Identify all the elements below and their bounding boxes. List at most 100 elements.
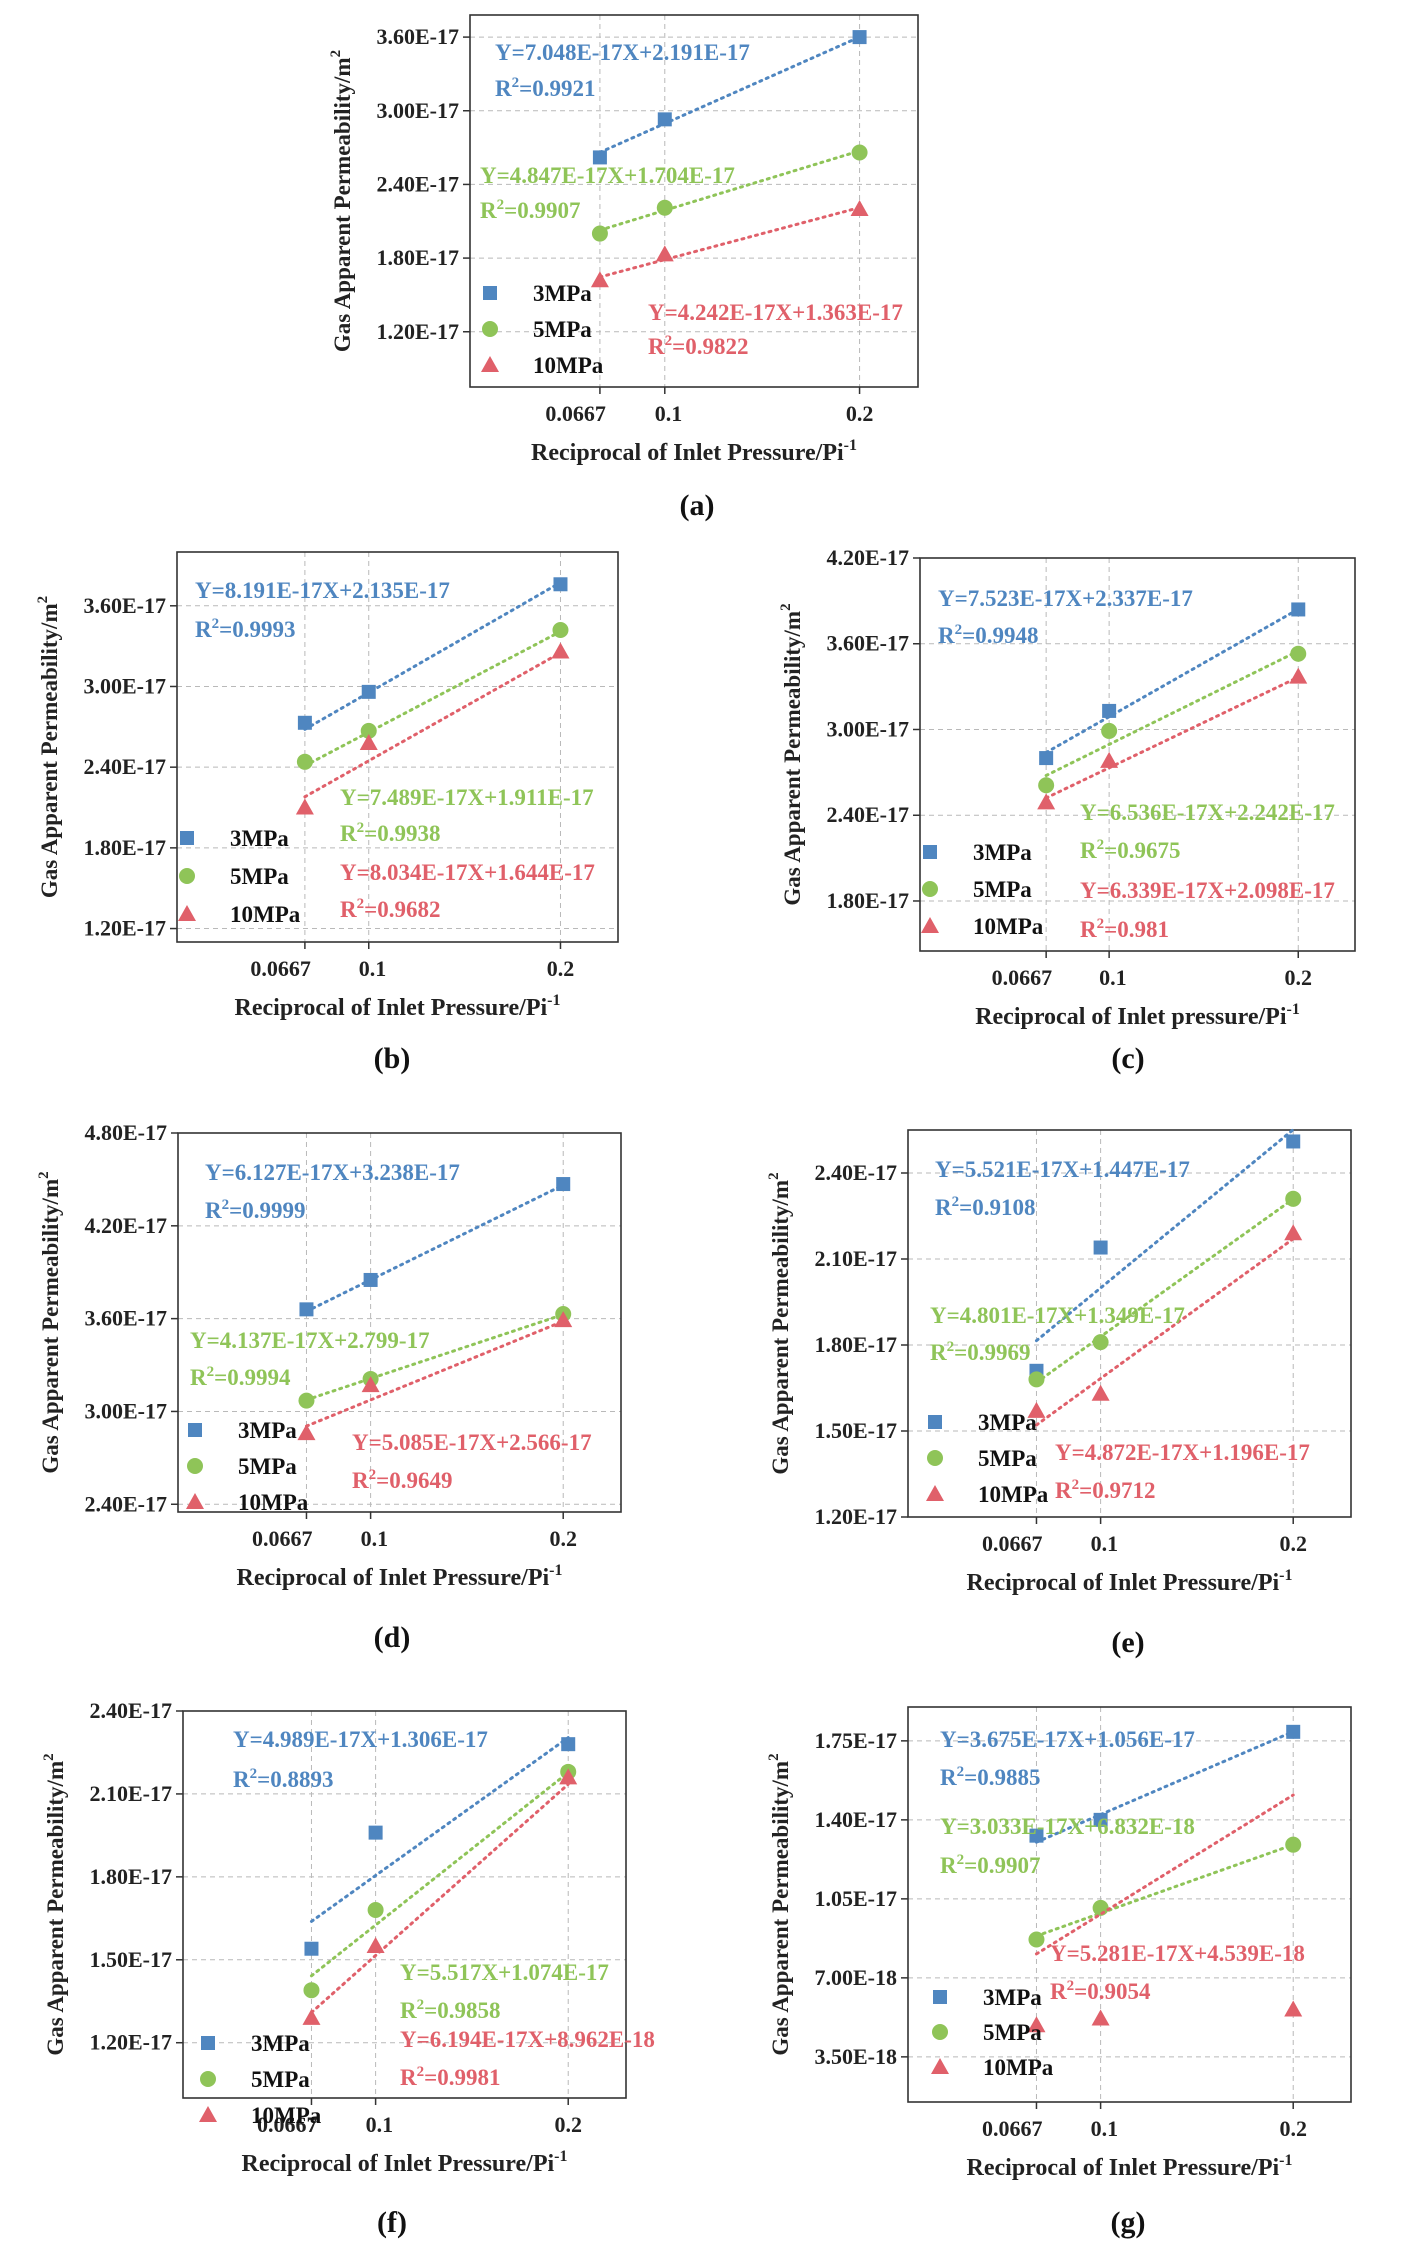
legend-label-3mpa: 3MPa [251,2031,310,2056]
fit-equation-5mpa: Y=4.801E-17X+1.349E-17 [930,1303,1185,1328]
y-tick-label: 1.05E-17 [815,1886,898,1911]
y-axis-label-text: Gas Apparent Permeability/m [768,1180,793,1475]
y-tick-label: 1.20E-17 [815,1504,898,1529]
chart-panel-d: 2.40E-17 3.00E-17 3.60E-17 4.20E-17 4.80E-17… [36,1120,622,1654]
y-tick-label: 4.20E-17 [85,1213,168,1238]
legend-marker-5mpa [179,868,195,884]
data-point-10mpa [559,1768,578,1785]
data-point-5mpa [296,753,313,770]
data-point-3mpa [592,150,607,165]
legend-marker-3mpa [923,845,937,859]
data-point-3mpa [1286,1724,1301,1739]
fit-r2-5mpa: R2=0.9907 [480,197,580,223]
fit-r2-10mpa: R2=0.9981 [400,2064,500,2090]
x-tick-label: 0.0667 [992,965,1053,990]
fit-line-5mpa [303,630,562,768]
legend-label-5mpa: 5MPa [983,2020,1042,2045]
legend-marker-3mpa [933,1990,947,2004]
fit-equation-5mpa: Y=4.137E-17X+2.799-17 [190,1328,430,1353]
y-tick-label: 1.80E-17 [827,888,910,913]
panel-label: (b) [374,1042,411,1075]
x-axis-label-text: Reciprocal of Inlet Pressure/Pi [235,995,548,1021]
y-axis-label-text: Gas Apparent Permeability/m [780,611,805,906]
x-axis-label: Reciprocal of Inlet Pressure/Pi-1 [237,1562,563,1591]
y-tick-label: 2.40E-17 [377,171,460,196]
legend-label-5mpa: 5MPa [251,2067,310,2092]
x-tick-label: 0.2 [554,2112,582,2137]
x-axis-label: Reciprocal of Inlet Pressure/Pi-1 [967,1567,1293,1596]
x-axis-label-sup: -1 [1286,1001,1299,1018]
x-axis-label-sup: -1 [554,2148,567,2165]
data-point-10mpa [1091,1384,1110,1401]
y-axis-label-text: Gas Apparent Permeability/m [38,1179,63,1474]
legend-marker-3mpa [180,831,194,845]
y-axis-label-text: Gas Apparent Permeability/m [37,603,62,898]
data-point-5mpa [591,225,608,242]
x-tick-label: 0.2 [547,956,575,981]
y-tick-label: 2.10E-17 [90,1781,173,1806]
y-axis-label: Gas Apparent Permeability/m2 [778,603,805,905]
data-point-3mpa [852,30,867,45]
data-point-5mpa [1285,1836,1302,1853]
data-point-3mpa [1029,1828,1044,1843]
fit-line-5mpa [304,1313,565,1402]
y-tick-label: 3.00E-17 [84,673,167,698]
y-tick-label: 2.40E-17 [815,1160,898,1185]
y-axis-label: Gas Apparent Permeability/m2 [766,1753,793,2055]
legend-label-3mpa: 3MPa [230,826,289,851]
fit-line-3mpa [1044,607,1300,755]
data-point-5mpa [851,144,868,161]
y-tick-label: 3.60E-17 [85,1306,168,1331]
data-point-3mpa [1102,703,1117,718]
data-point-10mpa [1027,1401,1046,1418]
legend-marker-5mpa [922,881,938,897]
legend-marker-10mpa [931,2058,949,2074]
chart-panel-a: 1.20E-17 1.80E-17 2.40E-17 3.00E-17 3.60E-17… [328,14,919,522]
y-axis-label-sup: 2 [766,1753,782,1761]
x-axis-label-sup: -1 [844,437,857,454]
fit-equation-10mpa: Y=5.085E-17X+2.566-17 [352,1430,592,1455]
fit-r2-5mpa: R2=0.9675 [1080,837,1180,863]
fit-line-10mpa [1044,675,1300,800]
fit-r2-3mpa: R2=0.9999 [205,1197,305,1223]
y-axis-label-text: Gas Apparent Permeability/m [43,1761,68,2056]
legend-marker-10mpa [186,1493,204,1509]
legend-label-5mpa: 5MPa [973,877,1032,902]
data-point-5mpa [303,1982,320,1999]
fit-r2-10mpa: R2=0.9649 [352,1467,452,1493]
fit-equation-5mpa: Y=6.536E-17X+2.242E-17 [1080,800,1335,825]
fit-equation-10mpa: Y=4.242E-17X+1.363E-17 [648,300,903,325]
fit-line-3mpa [303,581,562,731]
x-tick-label: 0.2 [549,1526,577,1551]
y-tick-label: 1.75E-17 [815,1728,898,1753]
legend-marker-10mpa [178,905,196,921]
x-tick-label: 0.2 [1279,1531,1307,1556]
data-point-5mpa [1028,1371,1045,1388]
chart-panel-e: 1.20E-17 1.50E-17 1.80E-17 2.10E-17 2.40E-17… [766,1128,1352,1659]
legend: 3MPa 5MPa 10MPa [178,826,301,927]
fit-r2-3mpa: R2=0.9993 [195,616,295,642]
data-point-5mpa [367,1902,384,1919]
y-axis-label: Gas Apparent Permeability/m2 [328,50,355,352]
fit-line-5mpa [309,1771,570,1978]
data-point-3mpa [1093,1240,1108,1255]
legend-marker-10mpa [926,1485,944,1501]
x-tick-label: 0.1 [1091,1531,1119,1556]
fit-r2-5mpa: R2=0.9938 [340,820,440,846]
plot-frame [907,1706,1352,2103]
x-tick-label: 0.0667 [545,401,606,426]
x-axis-label-text: Reciprocal of Inlet Pressure/Pi [242,2151,555,2177]
plot-frame [182,1710,627,2099]
panel-label: (e) [1111,1626,1144,1659]
y-tick-label: 1.20E-17 [90,2030,173,2055]
y-tick-label: 3.00E-17 [85,1398,168,1423]
legend-label-5mpa: 5MPa [978,1446,1037,1471]
plot-frame [919,557,1356,952]
data-point-10mpa [850,199,869,216]
fit-line-10mpa [1034,1793,1295,1956]
data-point-10mpa [361,1376,380,1393]
y-tick-label: 3.50E-18 [815,2044,898,2069]
fit-line-10mpa [304,1319,565,1428]
fit-line-10mpa [303,651,562,799]
data-point-10mpa [1284,1224,1303,1241]
